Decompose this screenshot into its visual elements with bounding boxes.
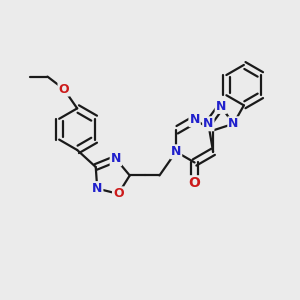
Text: N: N xyxy=(189,113,200,126)
Text: N: N xyxy=(92,182,102,195)
Text: N: N xyxy=(228,117,239,130)
Text: O: O xyxy=(189,176,200,190)
Text: O: O xyxy=(58,82,69,96)
Text: N: N xyxy=(216,100,226,113)
Text: N: N xyxy=(171,145,181,158)
Text: N: N xyxy=(111,152,121,165)
Text: N: N xyxy=(203,117,214,130)
Text: O: O xyxy=(113,187,124,200)
